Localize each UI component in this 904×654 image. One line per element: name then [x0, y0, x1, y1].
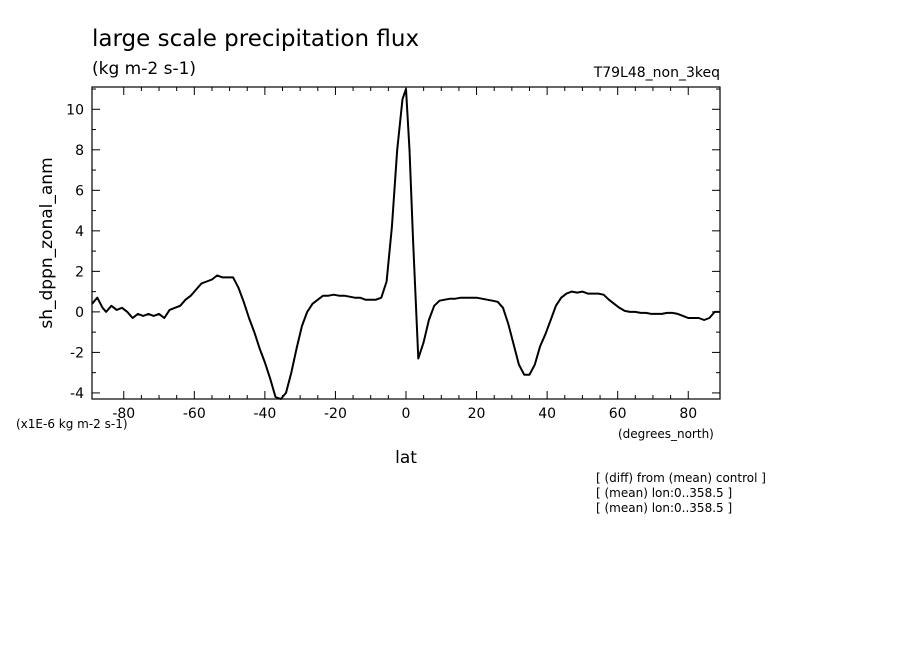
experiment-label: T79L48_non_3keq	[593, 65, 720, 81]
chart-subtitle: (kg m-2 s-1)	[92, 59, 196, 79]
y-axis-label: sh_dppn_zonal_anm	[37, 157, 57, 328]
y-tick-label: 8	[75, 143, 84, 159]
x-tick-label: -40	[253, 406, 276, 422]
y-tick-label: 2	[75, 264, 84, 280]
x-units-label: (degrees_north)	[618, 427, 714, 441]
x-tick-label: -60	[183, 406, 206, 422]
y-scale-note: (x1E-6 kg m-2 s-1)	[16, 417, 128, 431]
x-axis: -80 -60 -40 -20 0 20 40 60 80	[112, 87, 697, 422]
note-line: [ (mean) lon:0..358.5 ]	[596, 501, 732, 515]
y-tick-label: -2	[70, 345, 84, 361]
y-tick-label: 6	[75, 183, 84, 199]
x-tick-label: 20	[468, 406, 486, 422]
x-axis-label: lat	[395, 448, 417, 468]
y-tick-label: 0	[75, 305, 84, 321]
series-layer	[91, 88, 720, 400]
x-tick-label: -80	[112, 406, 135, 422]
plot-frame	[91, 86, 721, 400]
y-tick-label: 4	[75, 224, 84, 240]
notes-block: [ (diff) from (mean) control ][ (mean) l…	[596, 471, 766, 515]
chart-title: large scale precipitation flux	[92, 26, 419, 52]
y-tick-label: -4	[70, 386, 84, 402]
x-tick-label: 60	[609, 406, 627, 422]
x-tick-label: 0	[402, 406, 411, 422]
note-line: [ (diff) from (mean) control ]	[596, 471, 766, 485]
series-line	[91, 88, 720, 400]
x-tick-label: 80	[679, 406, 697, 422]
y-axis: -4 -2 0 2 4 6 8 10	[66, 88, 720, 402]
x-tick-label: -20	[324, 406, 347, 422]
y-tick-label: 10	[66, 102, 84, 118]
x-tick-label: 40	[538, 406, 556, 422]
note-line: [ (mean) lon:0..358.5 ]	[596, 486, 732, 500]
